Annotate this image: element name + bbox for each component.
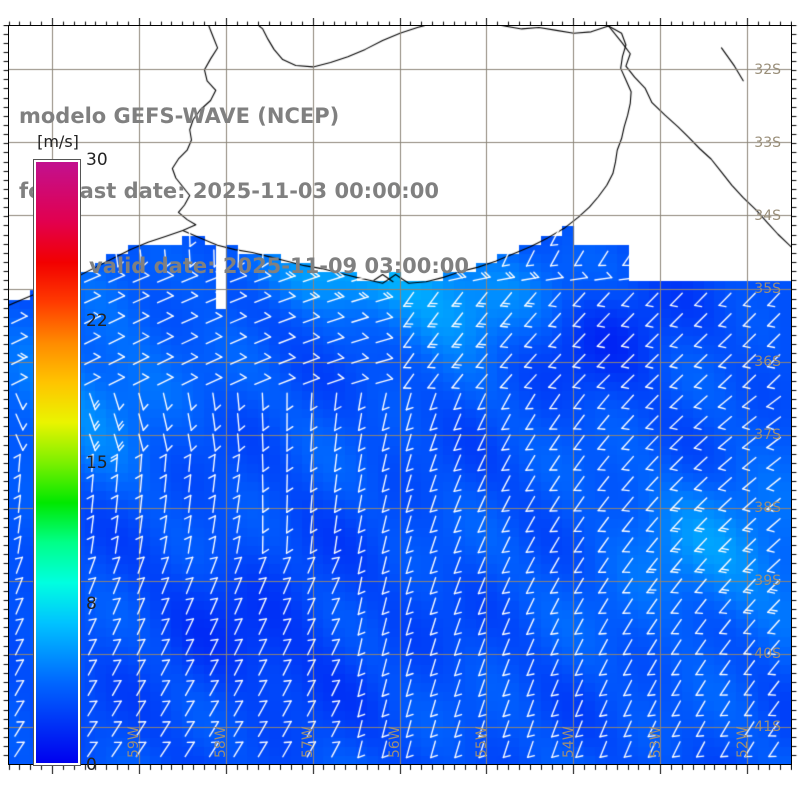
colorbar-tick-0: 0 — [86, 755, 97, 775]
lon-label-55W: 55W — [473, 726, 490, 758]
axis-ticks-top — [8, 18, 792, 26]
lon-label-58W: 58W — [213, 726, 230, 758]
lon-label-57W: 57W — [300, 726, 317, 758]
colorbar — [33, 159, 81, 766]
model-name-line: modelo GEFS-WAVE (NCEP) — [19, 104, 340, 128]
colorbar-gradient — [33, 159, 81, 766]
axis-ticks-left — [0, 25, 8, 765]
lon-label-53W: 53W — [647, 726, 664, 758]
lon-label-52W: 52W — [734, 726, 751, 758]
lat-label-40S: 40S — [754, 646, 781, 663]
axis-ticks-right — [792, 25, 800, 765]
lon-label-54W: 54W — [560, 726, 577, 758]
valid-date-line: valid date: 2025-11-09 03:00:00 — [89, 254, 469, 278]
wind-barb-vectors — [9, 26, 791, 764]
colorbar-tick-22: 22 — [86, 311, 108, 332]
colorbar-unit-label: [m/s] — [37, 132, 79, 151]
lat-label-36S: 36S — [754, 354, 781, 371]
lon-label-59W: 59W — [126, 726, 143, 758]
lat-label-38S: 38S — [754, 500, 781, 517]
figure-title: modelo GEFS-WAVE (NCEP) forecast date: 2… — [19, 54, 539, 329]
forecast-date-line: forecast date: 2025-11-03 00:00:00 — [19, 179, 439, 203]
lat-label-41S: 41S — [754, 719, 781, 736]
lat-label-33S: 33S — [754, 134, 781, 151]
axis-ticks-bottom — [8, 765, 792, 774]
lon-label-56W: 56W — [387, 726, 403, 758]
lat-label-37S: 37S — [754, 427, 781, 444]
colorbar-tick-15: 15 — [86, 452, 108, 473]
lat-label-34S: 34S — [754, 207, 781, 224]
lat-label-32S: 32S — [754, 61, 781, 78]
lat-label-35S: 35S — [754, 281, 781, 298]
lat-label-39S: 39S — [754, 573, 781, 590]
colorbar-tick-30: 30 — [86, 150, 108, 170]
colorbar-tick-8: 8 — [86, 593, 97, 614]
